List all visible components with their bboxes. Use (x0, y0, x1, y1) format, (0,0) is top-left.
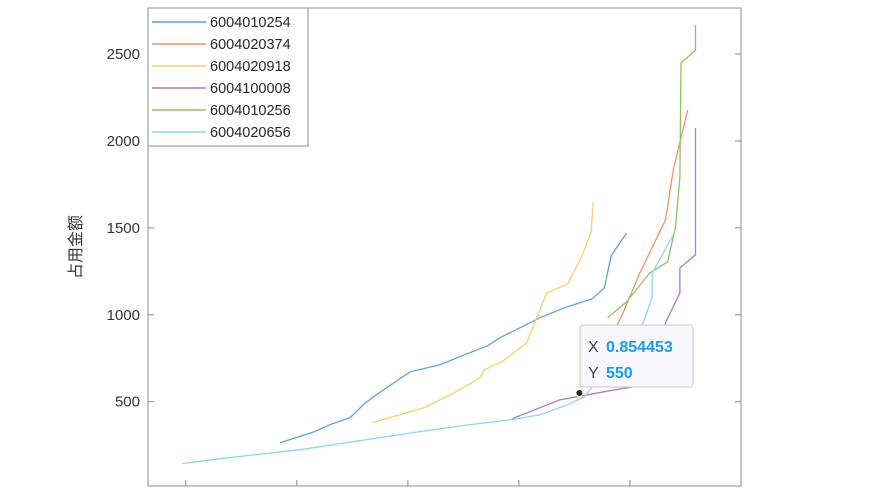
legend-label[interactable]: 6004010256 (210, 103, 291, 119)
y-tick-label: 2500 (107, 46, 140, 63)
legend[interactable]: 6004010254 6004020374 6004020918 6004100008… (147, 7, 309, 147)
datatip-x-value: 0.854453 (606, 339, 673, 356)
datatip-box (579, 324, 694, 388)
y-tick-label: 1000 (107, 307, 140, 324)
y-tick-label: 1500 (107, 220, 140, 237)
datatip-y-value: 550 (606, 365, 633, 382)
legend-box (147, 7, 309, 147)
datatip-y-key: Y (588, 365, 599, 382)
series-line-6004020374[interactable] (611, 109, 689, 336)
y-tick-label: 500 (115, 394, 140, 411)
axes-box (147, 7, 742, 487)
legend-label[interactable]: 6004020374 (210, 37, 291, 53)
legend-label[interactable]: 6004020918 (210, 59, 291, 75)
y-tick-label: 2000 (107, 133, 140, 150)
series-line-6004020656[interactable] (182, 234, 674, 465)
series-line-6004010254[interactable] (279, 232, 628, 444)
plot-lines (182, 25, 697, 465)
datatip[interactable]: X 0.854453 Y 550 (575, 324, 694, 398)
series-line-6004020918[interactable] (372, 201, 594, 424)
datatip-marker[interactable] (575, 389, 584, 398)
y-axis-label: 占用金额 (66, 215, 85, 279)
legend-label[interactable]: 6004010254 (210, 15, 291, 31)
datatip-x-key: X (588, 339, 599, 356)
legend-label[interactable]: 6004020656 (210, 125, 291, 141)
axis-ticks: 500 1000 1500 2000 2500 (107, 46, 742, 486)
series-line-6004010256[interactable] (607, 25, 697, 319)
legend-label[interactable]: 6004100008 (210, 81, 291, 97)
